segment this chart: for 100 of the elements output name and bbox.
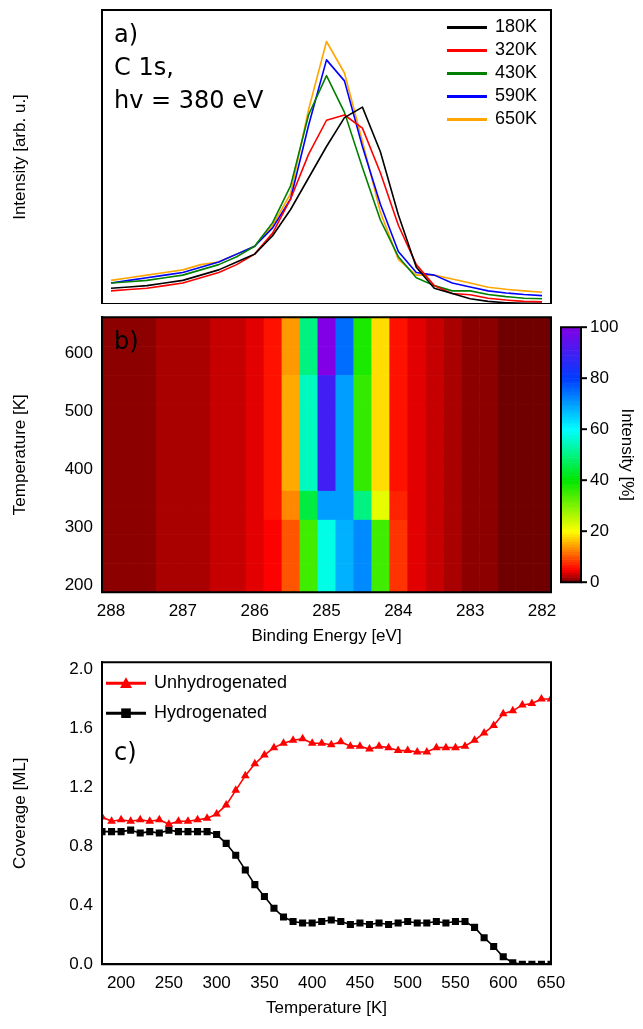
point (260, 750, 269, 758)
point (460, 741, 470, 749)
point (145, 816, 155, 824)
x-tick-label: 550 (441, 973, 470, 993)
point (375, 919, 383, 927)
point (479, 727, 489, 736)
x-axis-title: Binding Energy [eV] (251, 626, 402, 646)
point (269, 742, 279, 751)
y-tick-label: 500 (64, 400, 93, 420)
point (184, 828, 192, 836)
point (498, 708, 508, 717)
point (384, 742, 393, 751)
point (451, 917, 459, 926)
point (442, 919, 450, 927)
y-tick-label: 0.0 (69, 953, 93, 973)
x-tick-label: 287 (168, 601, 198, 621)
point (461, 917, 469, 926)
point (107, 816, 116, 824)
legend-label: Unhydrogenated (154, 672, 288, 693)
point (318, 917, 326, 926)
point (155, 829, 163, 837)
x-tick-label: 286 (240, 601, 269, 621)
color-bar-label: 20 (590, 520, 609, 540)
point (336, 736, 346, 745)
point (174, 816, 183, 824)
point (299, 919, 307, 927)
point (279, 738, 288, 746)
point (385, 920, 393, 928)
legend-label: Hydrogenated (154, 702, 268, 723)
point (221, 800, 231, 808)
point (527, 698, 537, 706)
x-tick-label: 500 (393, 973, 422, 993)
x-tick-label: 650 (536, 973, 566, 993)
point (127, 826, 135, 834)
legend-label: 430K (494, 62, 538, 83)
legend-label: 320K (494, 39, 538, 60)
point (212, 808, 221, 817)
annotation: hv = 380 eV (114, 86, 264, 114)
point (327, 916, 335, 924)
point (403, 745, 413, 754)
point (165, 826, 173, 834)
x-tick-label: 250 (154, 973, 184, 993)
y-axis-title: Coverage [ML] (9, 757, 29, 869)
y-axis-title: Intensity [arb. u.] (9, 94, 29, 220)
point (183, 816, 193, 824)
point (231, 785, 241, 793)
point (365, 744, 374, 752)
point (326, 739, 336, 748)
point (117, 828, 125, 836)
point (135, 814, 145, 823)
point (222, 839, 230, 847)
point (356, 919, 364, 927)
color-bar-label: 0 (590, 571, 600, 591)
point (480, 934, 488, 942)
point (232, 851, 240, 859)
y-tick-label: 300 (64, 516, 93, 536)
point (394, 919, 402, 927)
point (355, 741, 365, 749)
point (270, 904, 278, 912)
y-axis-title: Temperature [K] (9, 394, 29, 516)
x-tick-label: 284 (384, 601, 413, 621)
point (146, 828, 154, 836)
point (337, 917, 345, 926)
point (279, 913, 288, 921)
x-tick-label: 600 (489, 973, 518, 993)
point (317, 738, 327, 746)
point (136, 829, 144, 837)
point (164, 819, 174, 827)
point (374, 741, 384, 749)
y-tick-label: 600 (64, 343, 93, 363)
point (441, 742, 451, 751)
point (194, 828, 202, 836)
annotation: C 1s, (114, 53, 174, 81)
color-bar-title: Intensity [%] (618, 408, 638, 501)
point (346, 920, 354, 928)
point (289, 917, 297, 926)
y-tick-label: 0.8 (69, 836, 93, 856)
point (470, 735, 479, 743)
point (537, 694, 546, 702)
x-tick-label: 288 (96, 601, 126, 621)
point (251, 881, 259, 889)
x-tick-label: 350 (250, 973, 279, 993)
point (240, 770, 250, 779)
point (489, 720, 499, 729)
point (154, 814, 164, 823)
point (393, 745, 403, 754)
x-tick-label: 282 (527, 601, 557, 621)
point (260, 892, 268, 900)
x-tick-label: 300 (202, 973, 231, 993)
y-tick-label: 400 (64, 458, 93, 478)
color-bar-label: 40 (590, 469, 609, 489)
point (432, 742, 441, 751)
x-tick-label: 285 (312, 601, 341, 621)
y-tick-label: 0.4 (69, 894, 93, 914)
color-bar-label: 100 (590, 316, 619, 336)
point (422, 747, 432, 755)
x-tick-label: 400 (297, 973, 327, 993)
point (298, 733, 307, 742)
x-axis-title: Temperature [K] (266, 998, 387, 1018)
point (116, 814, 126, 823)
